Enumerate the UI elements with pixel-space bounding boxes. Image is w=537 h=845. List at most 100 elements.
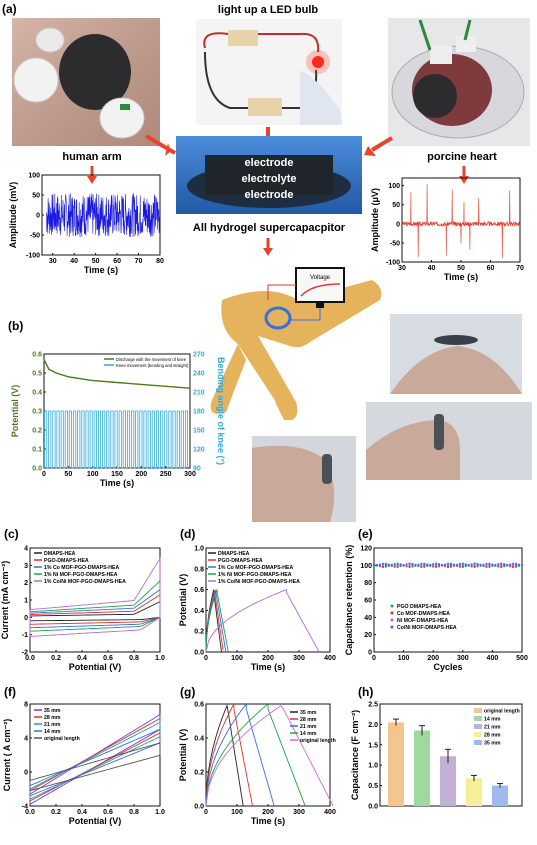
legend-swatch [390,604,394,608]
legend-label: Co/Ni MOF-DMAPS-HEA [397,625,457,631]
retention-point [443,563,447,566]
retention-point [503,563,506,566]
legend-swatch [474,716,482,721]
x-tick-label: 200 [262,655,274,662]
legend-label: 1% Ni MOF-PGO-DMAPS-HEA [44,572,118,578]
y-tick-label: 0.2 [194,770,204,777]
legend-swatch [390,618,394,622]
caption-human-arm: human arm [62,151,122,163]
caption-porcine-heart: porcine heart [427,151,497,163]
x-tick-label: 30 [398,265,406,272]
x-tick-label: 0.6 [103,809,113,816]
retention-point [506,563,509,567]
legend-label: 1% Ni MOF-PGO-DMAPS-HEA [218,572,292,578]
x-tick-label: 70 [516,265,524,272]
retention-point [473,562,476,565]
y-tick-label: 2.5 [368,702,378,709]
label-electrode-top: electrode [245,157,294,169]
chart-d-gcd: 0 100 200 300 400 0.0 0.2 0.4 0.6 0.8 1.0 Time (s) P… [178,546,336,673]
x-tick-label: 0.4 [77,809,87,816]
cv-loop [29,600,161,622]
y2-tick-label: 90 [193,466,201,473]
retention-point [485,562,488,565]
x-tick-label: 50 [64,471,72,478]
discharge-line [43,359,191,389]
photo-knee-3 [252,436,356,522]
retention-point [414,563,417,566]
knee-movement-line [44,410,189,469]
x-tick-label: 0.0 [25,809,35,816]
y-tick-label: -100 [386,260,400,267]
legend-label: 1% Co MOF-PGO-DMAPS-HEA [218,565,293,571]
retention-point [514,562,518,565]
y-tick-label: 0.0 [194,650,204,657]
y2-tick-label: 150 [193,428,205,435]
legend-label: 21 mm [300,724,317,730]
chart-g-gcd-stretch: 0 100 200 300 400 0.0 0.2 0.4 0.6 Time (s) Potenti… [178,702,336,827]
bar [388,722,404,806]
legend-swatch [390,611,394,615]
x-axis-label: Time (s) [251,816,285,826]
retention-point [455,563,458,566]
retention-point [393,562,396,566]
retention-point [488,562,491,565]
legend-label: 28 mm [484,733,501,739]
y-tick-label: 0.6 [32,352,42,359]
legend-label: PGO-DMAPS-HEA [44,558,89,564]
y-tick-label: 50 [32,193,40,200]
x-tick-label: 40 [70,258,78,265]
y2-tick-label: 180 [193,409,205,416]
y-tick-label: 0.8 [194,566,204,573]
y-tick-label: 1.0 [194,546,204,553]
gcd-curve [205,588,320,653]
x-tick-label: 200 [135,471,147,478]
y-tick-label: 0.6 [194,702,204,709]
bar [414,730,430,806]
y-tick-label: 0.0 [368,804,378,811]
x-tick-label: 100 [398,655,410,662]
legend-label: 14 mm [300,731,317,737]
retention-point [440,563,444,567]
y-tick-label: 8 [24,702,28,709]
y-tick-label: 0.2 [194,629,204,636]
retention-point [411,562,414,566]
x-tick-label: 0.2 [51,809,61,816]
y-tick-label: 1.0 [368,763,378,770]
y2-axis-label: Bending angle of knee (°) [216,357,226,465]
y-tick-label: 100 [28,173,40,180]
legend-swatch [474,732,482,737]
x-tick-label: 500 [516,655,528,662]
retention-point [517,563,521,566]
retention-point [476,562,479,566]
photo-led-circuit: light up a LED bulb [196,4,342,125]
legend-swatch [474,724,482,729]
legend-label: 21 mm [484,725,501,731]
retention-point [458,562,461,566]
x-tick-label: 70 [135,258,143,265]
legend-label: 28 mm [44,715,61,721]
retention-point [497,563,500,566]
x-tick-label: 50 [457,265,465,272]
retention-point [435,562,438,565]
legend-label: Knee movement (bending and straight) [116,363,189,368]
retention-point [520,563,524,566]
photo-knee-1 [390,314,522,394]
gcd-curve [205,704,244,807]
x-tick-label: 100 [231,809,243,816]
y-tick-label: 0.2 [32,428,42,435]
retention-point [467,563,470,567]
y2-tick-label: 210 [193,390,205,397]
legend-label: 35 mm [484,741,501,747]
label-voltage: Voltage [310,275,331,281]
legend-label: DMAPS-HEA [218,551,250,557]
legend-label: original length [300,738,336,744]
y-axis-label: Potential (V) [178,729,188,782]
y-tick-label: 0.1 [32,447,42,454]
y-tick-label: 50 [392,202,400,209]
retention-point [384,562,387,565]
legend-label: Co MOF-DMAPS-HEA [397,611,450,617]
x-tick-label: 30 [49,258,57,265]
retention-point [399,563,402,566]
legend-swatch [390,625,394,629]
